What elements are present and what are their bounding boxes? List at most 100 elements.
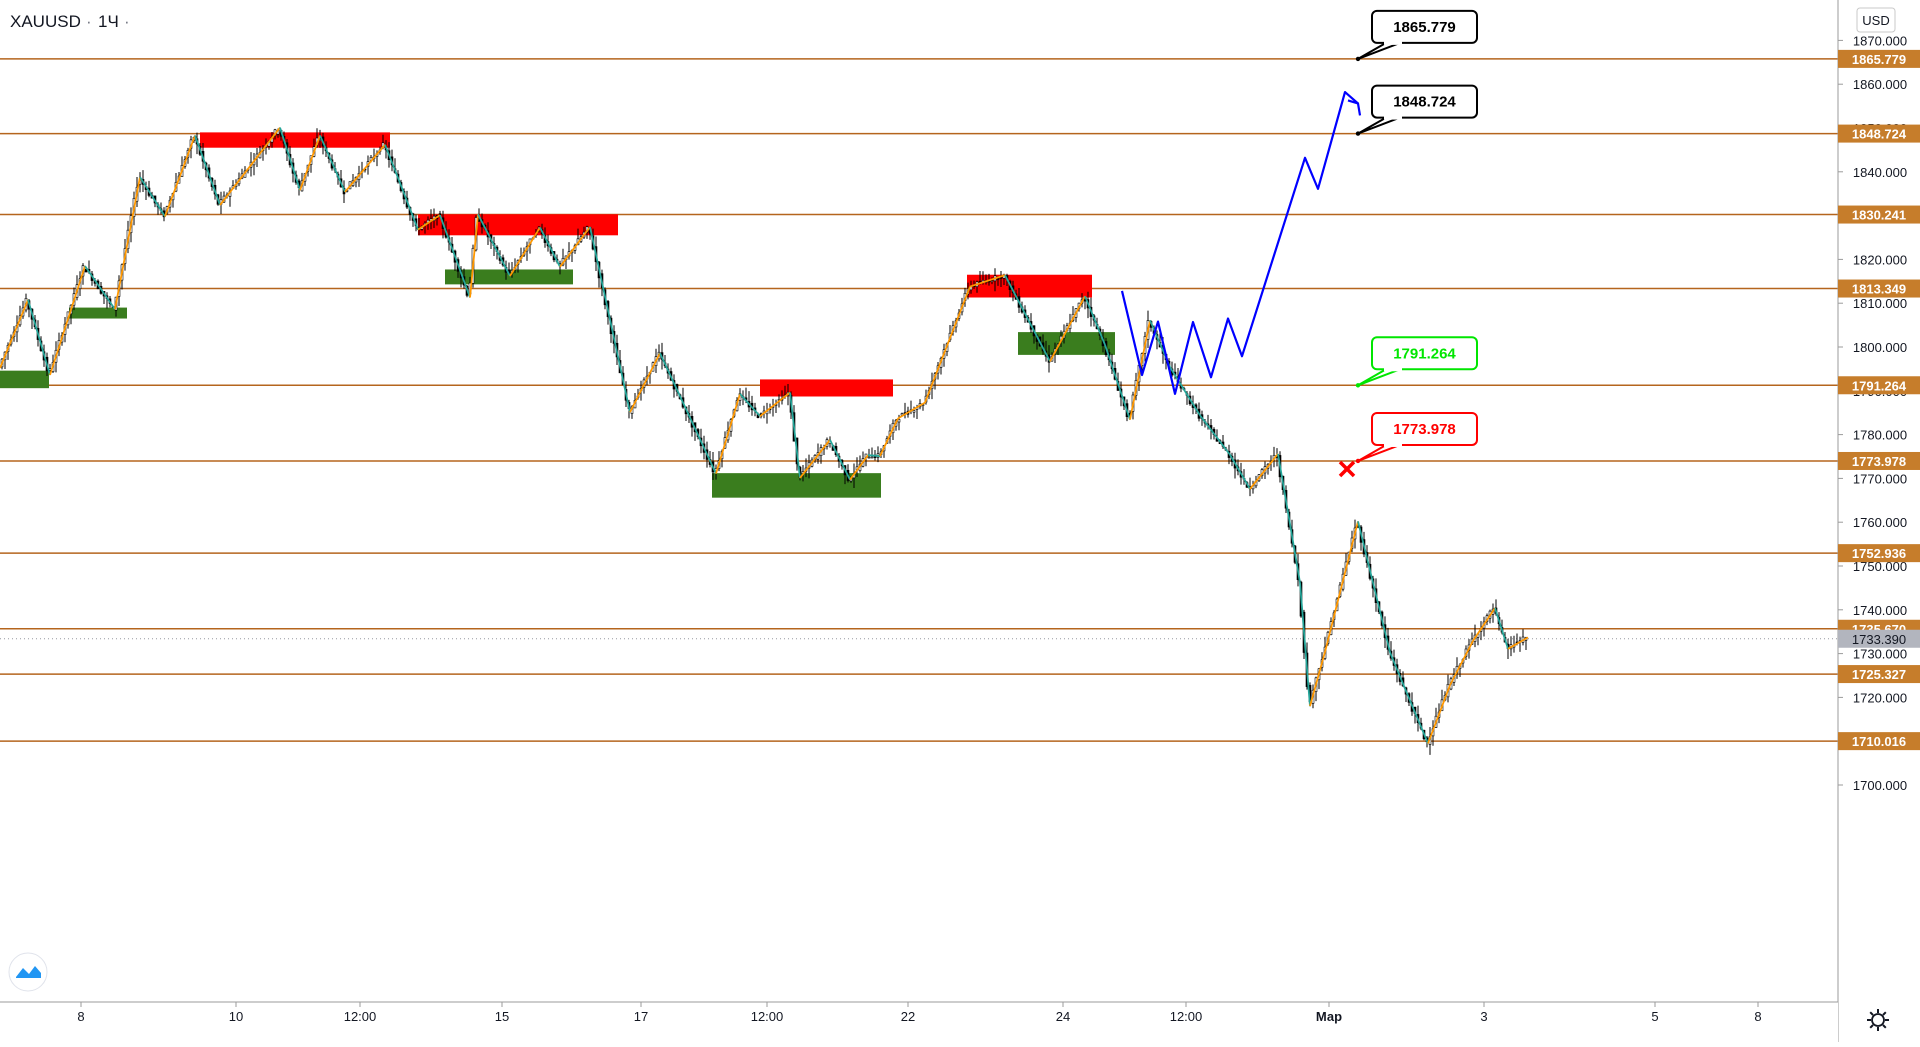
swing-line [1104,344,1131,420]
swing-line [1507,636,1529,650]
swing-line [659,352,717,474]
time-tick-label: 24 [1056,1009,1070,1024]
price-callout[interactable]: 1791.264 [1355,336,1478,388]
swing-line [417,214,441,231]
callout-label: 1865.779 [1393,19,1456,36]
price-callout[interactable]: 1773.978 [1355,411,1478,464]
callout-label: 1773.978 [1393,421,1456,438]
callout-box [1371,336,1478,371]
level-price-tag [1838,205,1920,224]
time-tick-label: 10 [229,1009,243,1024]
callout-label: 1791.264 [1393,345,1456,362]
swing-line [1449,640,1474,686]
demand-zone [712,473,881,498]
swing-line [1199,414,1231,456]
currency-label: USD [1862,13,1889,28]
swing-line [739,393,761,417]
swing-line [1299,582,1311,707]
level-price-tag-label: 1752.936 [1852,546,1906,561]
callout-anchor-dot [1355,131,1361,136]
price-scale[interactable]: 1700.0001710.0001720.0001730.0001740.000… [1837,0,1920,1042]
candle-body [870,456,874,459]
time-tick-label: 15 [495,1009,509,1024]
demand-zone [0,370,49,389]
price-tick-label: 1780.000 [1853,428,1907,443]
level-price-tag [1838,279,1920,298]
swing-line [84,265,116,310]
demand-zone [445,269,573,285]
swing-line [1277,453,1301,583]
price-tick-label: 1870.000 [1853,33,1907,48]
time-tick-label: 12:00 [1170,1009,1203,1024]
time-tick-label: 12:00 [344,1009,377,1024]
symbol-label[interactable]: XAUUSD [10,12,81,31]
swing-line [1324,521,1359,653]
demand-zone [69,307,127,319]
callout-box [1371,84,1478,119]
price-tick-label: 1740.000 [1853,603,1907,618]
swing-line [629,352,661,413]
swing-line [299,135,321,191]
swing-line [509,226,541,277]
price-tick-label: 1730.000 [1853,647,1907,662]
header-dot-2: · [124,12,130,31]
currency-button[interactable]: USD [1856,7,1896,33]
interval-label[interactable]: 1Ч [98,12,119,31]
price-tick-label: 1810.000 [1853,296,1907,311]
swing-line [27,299,51,376]
supply-zone [760,379,893,397]
swing-line [194,135,221,206]
time-tick-label: 12:00 [751,1009,784,1024]
price-tick-label: 1820.000 [1853,252,1907,267]
swing-line [799,439,831,479]
level-price-tag [1838,732,1920,751]
swing-line [1472,607,1496,642]
time-tick-label: 8 [77,1009,84,1024]
callout-gap [1384,366,1402,372]
time-tick-label: 3 [1480,1009,1487,1024]
level-price-tag [1838,665,1920,684]
time-tick-label: Мар [1316,1009,1342,1024]
price-callout[interactable]: 1848.724 [1355,84,1478,136]
candle-body [990,280,994,283]
price-tick-label: 1750.000 [1853,559,1907,574]
swing-line [219,127,281,206]
callout-label: 1848.724 [1393,94,1456,111]
swing-line [1249,453,1279,490]
tradingview-logo-icon[interactable] [8,952,48,992]
swing-line [1404,688,1429,744]
level-price-tag-label: 1710.016 [1852,734,1906,749]
settings-gear-icon[interactable] [1867,1009,1889,1031]
swing-line [879,418,899,457]
projection-path [1120,90,1359,395]
header-dot: · [86,12,92,31]
swing-line [924,286,971,403]
time-tick-label: 5 [1651,1009,1658,1024]
supply-zone [200,132,390,148]
candle-body [84,268,88,273]
time-scale[interactable]: 8 10 12:00 15 17 12:00 22 24 12:00 Мар 3 5 8 [0,1001,1838,1042]
swing-line [279,127,301,191]
callout-gap [1384,39,1402,45]
price-scale-tags: 1865.779 1848.724 1830.241 1813.349 1791.264… [1838,49,1920,751]
price-tick-label: 1860.000 [1853,77,1907,92]
swing-line [1049,295,1086,362]
level-price-tag-label: 1865.779 [1852,52,1906,67]
price-callout[interactable]: 1865.779 [1355,9,1478,62]
level-price-tag-label: 1848.724 [1852,127,1907,142]
candle-body [897,419,901,423]
supply-zone [418,214,618,236]
current-price-tag-label: 1733.390 [1852,632,1906,647]
level-price-tag-label: 1813.349 [1852,282,1906,297]
price-tick-label: 1840.000 [1853,165,1907,180]
level-price-tag-label: 1725.327 [1852,667,1906,682]
callout-gap [1384,441,1402,447]
level-price-tag [1838,49,1920,68]
level-price-tag [1838,544,1920,563]
swing-line [969,274,1006,288]
price-tick-label: 1720.000 [1853,690,1907,705]
projection-layer [1120,90,1362,395]
chart-header: XAUUSD · 1Ч · [10,12,130,31]
